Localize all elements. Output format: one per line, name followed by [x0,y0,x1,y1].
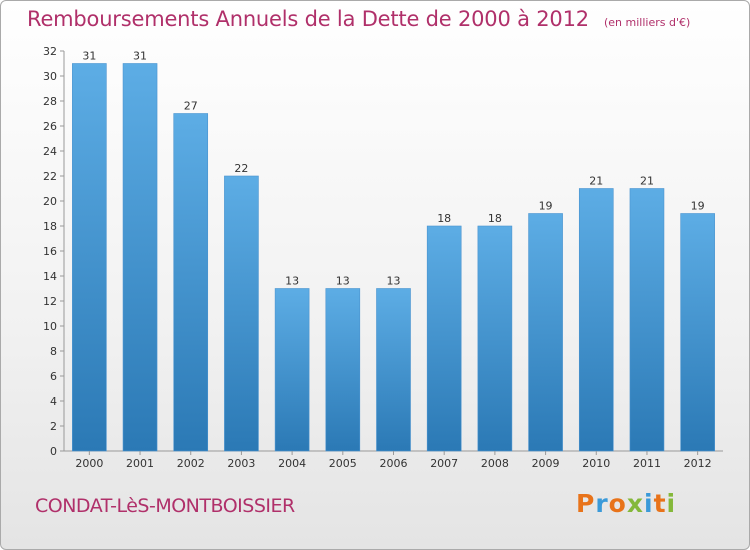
y-tick-label: 10 [43,320,57,333]
y-tick-label: 32 [43,45,57,58]
bar-value-label: 19 [539,200,553,213]
x-tick-label: 2003 [227,457,255,470]
x-tick-label: 2002 [177,457,205,470]
x-tick-label: 2009 [532,457,560,470]
x-tick-label: 2011 [633,457,661,470]
y-tick-label: 20 [43,195,57,208]
bar-2002 [173,113,209,452]
brand-letter: P [576,489,596,518]
bar-value-label: 13 [285,275,299,288]
bar-value-label: 13 [387,275,401,288]
bar-value-label: 18 [437,212,451,225]
bar-2011 [629,188,665,452]
bar-2003 [224,175,259,452]
bar-value-label: 31 [82,50,96,63]
brand-letter: o [608,489,627,518]
bar-value-label: 21 [589,175,603,188]
brand-letter: t [653,489,667,518]
y-tick-label: 16 [43,245,57,258]
bar-2000 [72,63,107,452]
y-tick-label: 4 [50,395,57,408]
y-tick-label: 18 [43,220,57,233]
x-tick-label: 2007 [430,457,458,470]
y-tick-label: 22 [43,170,57,183]
brand-letter: r [595,489,609,518]
y-tick-label: 26 [43,120,57,133]
bar-2009 [528,213,563,452]
bar-2008 [477,225,513,452]
commune-name: CONDAT-LèS-MONTBOISSIER [35,495,295,517]
chart-title: Remboursements Annuels de la Dette de 20… [27,7,589,31]
bar-2007 [426,225,462,452]
y-tick-label: 14 [43,270,57,283]
bar-2006 [376,288,411,452]
x-tick-label: 2000 [75,457,103,470]
brand-logo: Proxiti [576,489,676,518]
bar-value-label: 31 [133,50,147,63]
bar-2012 [680,213,715,452]
y-tick-label: 6 [50,370,57,383]
x-tick-label: 2005 [329,457,357,470]
x-tick-label: 2008 [481,457,509,470]
title-row: Remboursements Annuels de la Dette de 20… [27,7,690,31]
brand-letter: x [626,489,644,518]
x-tick-label: 2012 [684,457,712,470]
y-tick-label: 2 [50,420,57,433]
bar-value-label: 22 [234,162,248,175]
x-tick-label: 2004 [278,457,306,470]
bar-value-label: 27 [184,100,198,113]
brand-letter: i [644,489,654,518]
bar-value-label: 19 [691,200,705,213]
bar-2004 [274,288,310,452]
x-tick-label: 2006 [380,457,408,470]
bar-2010 [578,188,614,452]
y-tick-label: 28 [43,95,57,108]
bar-value-label: 13 [336,275,350,288]
bar-value-label: 18 [488,212,502,225]
y-tick-label: 30 [43,70,57,83]
bar-2001 [122,63,158,452]
y-tick-label: 12 [43,295,57,308]
bar-value-label: 21 [640,175,654,188]
chart-unit-label: (en milliers d'€) [604,16,691,29]
brand-letter: i [666,489,677,518]
x-tick-label: 2010 [582,457,610,470]
bar-2005 [325,288,361,452]
y-tick-label: 8 [50,345,57,358]
y-tick-label: 24 [43,145,57,158]
x-tick-label: 2001 [126,457,154,470]
y-tick-label: 0 [50,445,57,458]
